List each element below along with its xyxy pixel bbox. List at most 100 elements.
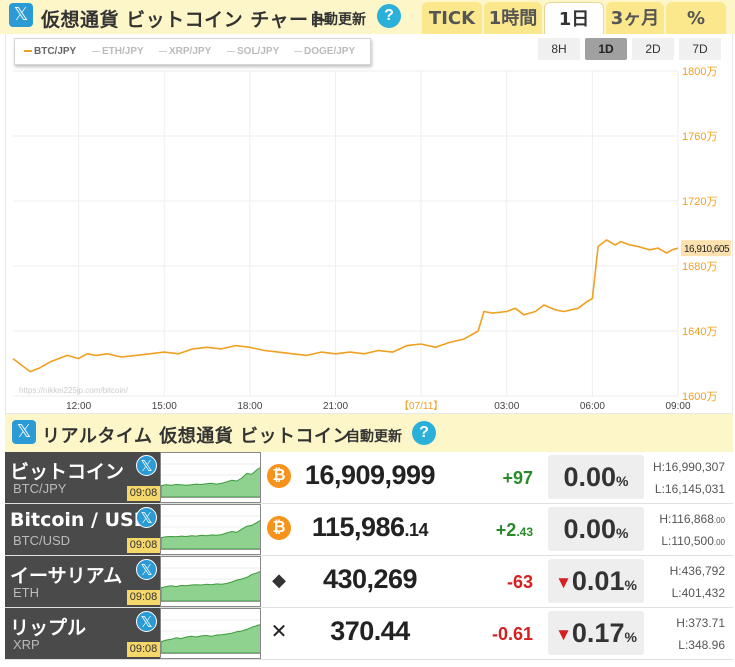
sparkline-area [161,520,260,550]
price-chart[interactable]: 1800万 1760万 1720万 1680万 1640万 1600万 12:00 15:00… [0,0,735,414]
sparkline-chart[interactable] [160,452,261,503]
ticker-change: +2.43 [495,520,533,540]
x-share-icon[interactable]: 𝕏 [12,420,36,444]
x-tick-label: 03:00 [494,401,519,412]
y-tick-label: 1800万 [682,66,717,78]
y-tick-label: 1760万 [682,131,717,143]
x-tick-label: 【07/11】 [399,400,443,412]
ticker-high: H:373.71 [676,616,725,630]
ticker-name[interactable]: リップル [10,617,87,639]
chart-header: 𝕏 仮想通貨 ビットコイン チャート 自動更新 ? TICK 1時間 1日 3ヶ… [0,0,735,34]
update-time-badge: 09:08 [127,642,160,657]
ticker-name[interactable]: Bitcoin / USD [10,509,150,531]
ticker-change: -63 [506,572,533,592]
x-share-icon[interactable]: 𝕏 [136,455,157,476]
realtime-header: 𝕏 リアルタイム 仮想通貨 ビットコイン 自動更新 ? [5,414,733,452]
y-tick-label: 1720万 [682,196,717,208]
tab-tick[interactable]: TICK [422,2,482,34]
ticker-low: L:401,432 [671,586,725,600]
chart-legend: BTC/JPY ETH/JPY XRP/JPY SOL/JPY DOGE/JPY [14,38,371,65]
x-tick-label: 09:00 [665,401,690,412]
sparkline-area [161,624,260,654]
ticker-change: +97 [502,468,533,488]
ticker-row[interactable]: イーサリアム ETH 𝕏 09:08 ◆ 430,269 -63 ▼0.01% … [5,556,733,608]
ticker-symbol: XRP [13,637,40,652]
ticker-price: 16,909,999 [304,460,436,490]
ticker-price: 115,986.14 [311,512,429,542]
ticker-low: L:16,145,031 [654,482,725,496]
down-arrow-icon: ▼ [555,573,572,592]
sparkline-area [161,570,260,602]
ticker-symbol: BTC/USD [13,533,71,548]
auto-update-label: 自動更新 [310,12,366,28]
ticker-name[interactable]: ビットコイン [10,461,125,483]
ticker-name-cell[interactable]: ビットコイン BTC/JPY 𝕏 09:08 [5,452,160,503]
ticker-row[interactable]: ビットコイン BTC/JPY 𝕏 09:08 ₿ 16,909,999 +97 … [5,452,733,504]
sparkline-chart[interactable] [160,608,261,659]
ticker-low: L:348.96 [678,638,725,652]
range-2d-button[interactable]: 2D [632,38,674,60]
ticker-name-cell[interactable]: リップル XRP 𝕏 09:08 [5,608,160,659]
auto-update-label: 自動更新 [346,429,402,445]
ticker-change: -0.61 [491,624,533,644]
legend-btc-jpy[interactable]: BTC/JPY [24,46,76,57]
y-tick-label: 1640万 [682,326,717,338]
x-share-icon[interactable]: 𝕏 [9,3,33,27]
update-time-badge: 09:08 [127,590,160,605]
ticker-name-cell[interactable]: Bitcoin / USD BTC/USD 𝕏 09:08 [5,504,160,555]
tab-1day[interactable]: 1日 [544,2,604,34]
x-share-icon[interactable]: 𝕏 [136,611,157,632]
eth-coin-icon: ◆ [267,568,291,592]
y-tick-label: 1600万 [682,391,717,403]
x-share-icon[interactable]: 𝕏 [136,559,157,580]
ticker-high: H:16,990,307 [652,460,725,474]
ticker-symbol: ETH [13,585,39,600]
x-tick-label: 12:00 [66,401,91,412]
btc-coin-icon: ₿ [267,464,291,488]
ticker-price: 370.44 [330,616,410,646]
ticker-change-percent: ▼0.17% [548,611,644,655]
x-tick-label: 15:00 [152,401,177,412]
range-1d-button[interactable]: 1D [585,38,627,60]
xrp-coin-icon: ✕ [267,620,291,644]
help-icon[interactable]: ? [377,4,401,28]
ticker-symbol: BTC/JPY [13,481,67,496]
ticker-price: 430,269 [322,564,418,594]
help-icon[interactable]: ? [412,421,436,445]
ticker-high: H:436,792 [669,564,725,578]
sparkline-area [161,467,260,498]
ticker-name[interactable]: イーサリアム [10,565,123,587]
price-chart-area[interactable] [5,34,733,414]
x-tick-label: 21:00 [323,401,348,412]
realtime-title: リアルタイム 仮想通貨 ビットコイン [42,426,351,447]
ticker-change-percent: 0.00% [548,455,644,499]
sparkline-chart[interactable] [160,556,261,607]
x-tick-label: 18:00 [237,401,262,412]
ticker-change-percent: 0.00% [548,507,644,551]
btc-jpy-series-line [12,239,679,373]
sparkline-chart[interactable] [160,504,261,555]
current-price-label: 16,910,605 [684,244,730,255]
legend-xrp-jpy[interactable]: XRP/JPY [159,46,211,57]
legend-eth-jpy[interactable]: ETH/JPY [92,46,144,57]
range-8h-button[interactable]: 8H [538,38,580,60]
ticker-row[interactable]: リップル XRP 𝕏 09:08 ✕ 370.44 -0.61 ▼0.17% H… [5,608,733,660]
range-7d-button[interactable]: 7D [679,38,721,60]
tab-3months[interactable]: 3ヶ月 [606,2,664,34]
tab-1hour[interactable]: 1時間 [484,2,542,34]
update-time-badge: 09:08 [127,486,160,501]
current-price-tag [681,240,731,257]
x-share-icon[interactable]: 𝕏 [136,507,157,528]
y-tick-label: 1680万 [682,261,717,273]
chart-watermark: https://nikkei225jp.com/bitcoin/ [19,386,129,395]
page-title: 仮想通貨 ビットコイン チャート [41,9,329,31]
update-time-badge: 09:08 [127,538,160,553]
down-arrow-icon: ▼ [555,625,572,644]
ticker-name-cell[interactable]: イーサリアム ETH 𝕏 09:08 [5,556,160,607]
ticker-row[interactable]: Bitcoin / USD BTC/USD 𝕏 09:08 ₿ 115,986.… [5,504,733,556]
legend-doge-jpy[interactable]: DOGE/JPY [294,46,355,57]
ticker-low: L:110,500.00 [661,534,725,548]
legend-sol-jpy[interactable]: SOL/JPY [227,46,279,57]
btc-coin-icon: ₿ [267,516,291,540]
tab-percent[interactable]: % [666,2,726,34]
